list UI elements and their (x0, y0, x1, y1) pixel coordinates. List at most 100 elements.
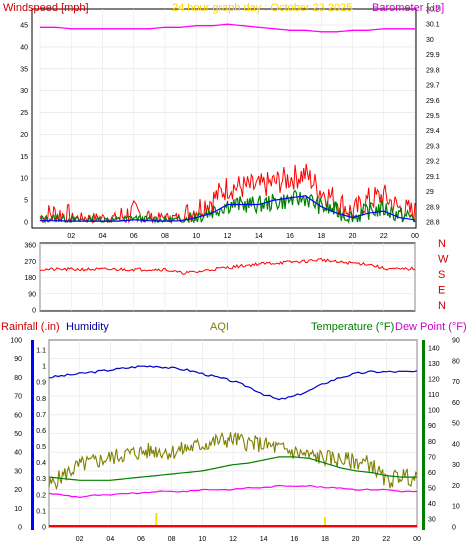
rain-y-tick: 1.1 (36, 348, 46, 355)
barometer-y-tick: 30.2 (426, 7, 440, 14)
climate-x-tick: 02 (76, 536, 84, 543)
barometer-y-tick: 29.4 (426, 128, 440, 135)
climate-x-tick: 04 (106, 536, 114, 543)
climate-x-tick: 20 (352, 536, 360, 543)
dewpoint-y-tick: 50 (452, 421, 460, 428)
barometer-line (40, 23, 415, 33)
direction-y-tick: 0 (32, 308, 36, 315)
humidity-y-tick: 0 (18, 525, 22, 532)
rain-y-tick: 0.9 (36, 380, 46, 387)
temperature-line (48, 456, 417, 481)
barometer-y-tick: 28.8 (426, 220, 440, 227)
rainfall-label: Rainfall (.in) (1, 321, 60, 333)
wind-x-tick: 12 (224, 233, 232, 240)
wind-x-tick: 16 (286, 233, 294, 240)
dewpoint-y-tick: 60 (452, 400, 460, 407)
wind-y-tick: 45 (20, 23, 28, 30)
wind-y-tick: 30 (20, 88, 28, 95)
climate-x-tick: 22 (382, 536, 390, 543)
barometer-y-tick: 29.6 (426, 98, 440, 105)
humidity-y-tick: 80 (14, 375, 22, 382)
humidity-y-tick: 60 (14, 412, 22, 419)
temperature-y-tick: 100 (428, 408, 440, 415)
temperature-y-tick: 90 (428, 423, 436, 430)
humidity-y-tick: 100 (10, 338, 22, 345)
humidity-y-tick: 30 (14, 468, 22, 475)
rain-y-tick: 0.5 (36, 444, 46, 451)
barometer-y-tick: 29 (426, 189, 434, 196)
dewpoint-y-ticks: 90 80 70 60 50 40 30 20 10 0 (452, 338, 460, 532)
climate-x-tick: 14 (260, 536, 268, 543)
rain-y-tick: 0.3 (36, 476, 46, 483)
climate-x-ticks: 02 04 06 08 10 12 14 16 18 20 22 00 (76, 536, 421, 543)
temperature-y-tick: 130 (428, 361, 440, 368)
wind-y-tick: 0 (24, 220, 28, 227)
direction-series (39, 257, 416, 275)
humidity-y-tick: 70 (14, 394, 22, 401)
rain-y-ticks: 1.1 1 0.9 0.8 0.7 0.6 0.5 0.4 0.3 0.2 0.1 0 (36, 348, 46, 532)
rain-y-tick: 0.6 (36, 428, 46, 435)
wind-y-tick: 15 (20, 154, 28, 161)
humidity-y-tick: 90 (14, 356, 22, 363)
windspeed-line (40, 195, 416, 222)
compass-label: S (438, 269, 445, 281)
direction-y-tick: 270 (24, 259, 36, 266)
barometer-y-tick: 29.8 (426, 67, 440, 74)
rain-axis-bar (31, 340, 34, 530)
compass-label: E (438, 285, 445, 297)
wind-y-ticks: 45 40 35 30 25 20 15 10 5 0 (20, 23, 28, 227)
barometer-y-tick: 29.7 (426, 83, 440, 90)
dewpoint-y-tick: 20 (452, 483, 460, 490)
wind-x-tick: 22 (380, 233, 388, 240)
barometer-y-tick: 29.1 (426, 174, 440, 181)
temp-axis-bar (422, 340, 425, 530)
climate-x-tick: 06 (137, 536, 145, 543)
temperature-label: Temperature (°F) (311, 321, 394, 333)
dewpoint-y-tick: 90 (452, 338, 460, 345)
humidity-y-tick: 40 (14, 450, 22, 457)
barometer-y-tick: 30.1 (426, 22, 440, 29)
temperature-y-tick: 50 (428, 486, 436, 493)
direction-y-ticks: 360 270 180 90 0 (24, 243, 36, 315)
humidity-y-tick: 50 (14, 431, 22, 438)
temperature-y-tick: 70 (428, 454, 436, 461)
temperature-y-tick: 140 (428, 345, 440, 352)
temperature-y-tick: 60 (428, 470, 436, 477)
climate-x-tick: 10 (198, 536, 206, 543)
climate-x-tick: 12 (229, 536, 237, 543)
dewpoint-y-tick: 30 (452, 462, 460, 469)
windspeed-label: Windspeed [mph] (3, 2, 89, 14)
wind-x-tick: 02 (67, 233, 75, 240)
climate-x-tick: 00 (413, 536, 421, 543)
temperature-y-tick: 30 (428, 517, 436, 524)
wind-x-ticks: 02 04 06 08 10 12 14 16 18 20 22 00 (67, 233, 419, 240)
wind-series (39, 23, 416, 225)
dewpoint-line (48, 484, 418, 499)
aqi-label: AQI (210, 321, 229, 333)
temperature-y-tick: 40 (428, 501, 436, 508)
dewpoint-y-tick: 40 (452, 441, 460, 448)
dewpoint-y-tick: 80 (452, 358, 460, 365)
chart-title: 24 hour graph day : October 23 2025 (172, 2, 352, 14)
direction-y-tick: 360 (24, 243, 36, 250)
barometer-y-tick: 29.5 (426, 113, 440, 120)
wind-x-tick: 00 (411, 233, 419, 240)
rain-y-tick: 1 (42, 364, 46, 371)
wind-x-tick: 18 (317, 233, 325, 240)
barometer-y-ticks: 30.2 30.1 30 29.9 29.8 29.7 29.6 29.5 29.4 29.3 29… (426, 7, 440, 227)
climate-x-tick: 16 (290, 536, 298, 543)
dewpoint-y-tick: 10 (452, 504, 460, 511)
barometer-y-tick: 29.2 (426, 159, 440, 166)
rain-y-tick: 0.1 (36, 508, 46, 515)
barometer-y-tick: 29.3 (426, 143, 440, 150)
rain-y-tick: 0.7 (36, 412, 46, 419)
dewpoint-y-tick: 70 (452, 379, 460, 386)
direction-y-tick: 180 (24, 275, 36, 282)
wind-x-tick: 08 (161, 233, 169, 240)
climate-x-tick: 08 (168, 536, 176, 543)
barometer-label: Barometer [.in] (372, 2, 444, 14)
barometer-y-tick: 30 (426, 37, 434, 44)
compass-label: W (438, 254, 449, 266)
